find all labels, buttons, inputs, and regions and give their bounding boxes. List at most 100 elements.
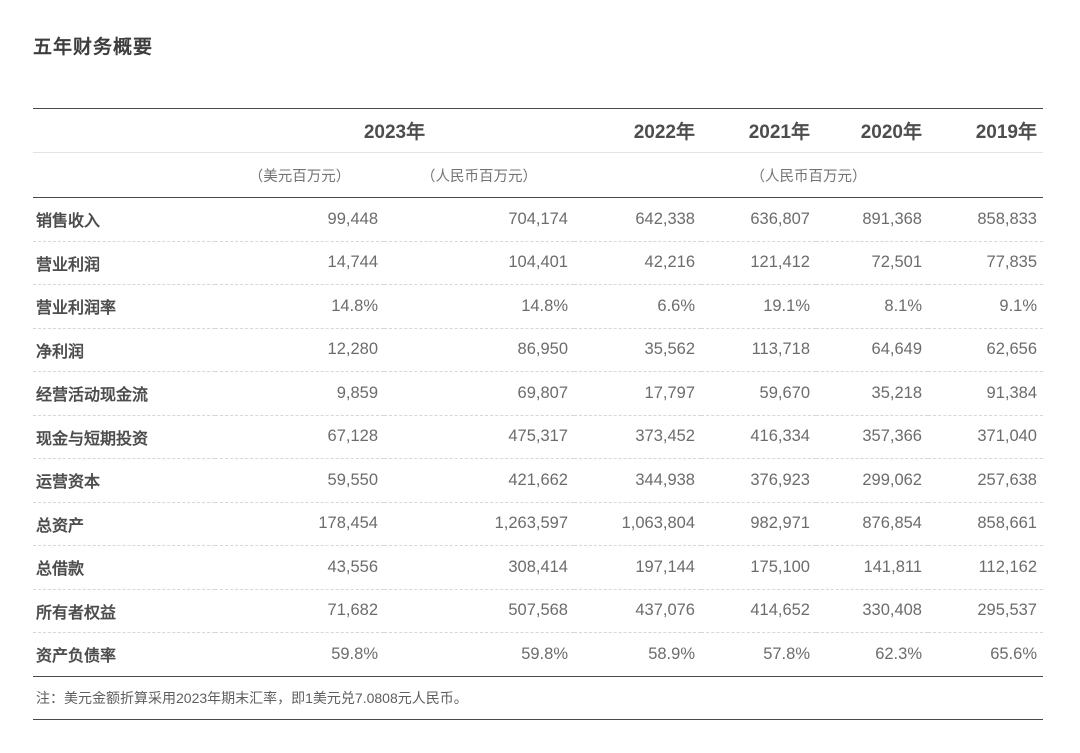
unit-usd-2023: （美元百万元） (215, 152, 384, 198)
cell-value: 121,412 (701, 240, 816, 285)
year-header-2021: 2021年 (701, 108, 816, 153)
cell-value: 891,368 (862, 209, 922, 228)
cell-value: 104,401 (384, 240, 574, 285)
cell-value: 19.1% (701, 284, 816, 328)
row-label: 所有者权益 (33, 588, 215, 633)
cell-value: 59,670 (701, 371, 816, 415)
cell-value: 86,950 (384, 327, 574, 372)
cell-value: 43,556 (215, 545, 384, 589)
row-label: 运营资本 (33, 458, 215, 502)
cell-value: 17,797 (574, 371, 701, 415)
five-year-financial-table: 2023年 2022年 2021年 2020年 2019年 （美元百万元） （人… (33, 108, 1043, 677)
table-row: 总借款 43,556 308,414 197,144 175,100 141,8… (33, 545, 1043, 589)
cell-value: 35,562 (574, 327, 701, 372)
cell-value: 636,807 (750, 209, 810, 228)
cell-value: 858,661 (928, 501, 1043, 546)
cell-value: 373,452 (574, 414, 701, 459)
year-header-row: 2023年 2022年 2021年 2020年 2019年 (33, 108, 1043, 153)
row-label: 净利润 (33, 327, 215, 372)
unit-rmb-2023: （人民币百万元） (384, 152, 574, 198)
cell-value: 175,100 (701, 545, 816, 589)
cell-value: 178,454 (215, 501, 384, 546)
corner-cell (33, 108, 215, 153)
cell-value: 62.3% (816, 632, 928, 677)
table-row: 现金与短期投资 67,128 475,317 373,452 416,334 3… (33, 414, 1043, 459)
row-label: 经营活动现金流 (33, 371, 215, 415)
cell-value: 59,550 (215, 458, 384, 502)
cell-value: 99,448 (327, 209, 378, 228)
year-header-2023: 2023年 (215, 108, 574, 153)
cell-value: 71,682 (215, 588, 384, 633)
cell-value: 113,718 (701, 327, 816, 372)
unit-rmb-prior-years: （人民币百万元） (574, 152, 1043, 198)
cell-value: 308,414 (384, 545, 574, 589)
unit-header-row: （美元百万元） （人民币百万元） （人民币百万元） (33, 152, 1043, 198)
cell-value: 357,366 (816, 414, 928, 459)
row-label: 销售收入 (36, 213, 101, 231)
cell-value: 6.6% (574, 284, 701, 328)
table-row: 净利润 12,280 86,950 35,562 113,718 64,649 … (33, 327, 1043, 372)
cell-value: 58.9% (574, 632, 701, 677)
row-label: 现金与短期投资 (33, 414, 215, 459)
cell-value: 475,317 (384, 414, 574, 459)
cell-value: 59.8% (215, 632, 384, 677)
cell-value: 112,162 (928, 545, 1043, 589)
cell-value: 876,854 (816, 501, 928, 546)
table-row: 营业利润 14,744 104,401 42,216 121,412 72,50… (33, 240, 1043, 285)
cell-value: 14,744 (215, 240, 384, 285)
cell-value: 35,218 (816, 371, 928, 415)
cell-value: 257,638 (928, 458, 1043, 502)
cell-value: 371,040 (928, 414, 1043, 459)
cell-value: 14.8% (384, 284, 574, 328)
exchange-rate-footnote: 注：美元金额折算采用2023年期末汇率，即1美元兑7.0808元人民币。 (33, 677, 1043, 720)
cell-value: 42,216 (574, 240, 701, 285)
row-label: 营业利润率 (33, 284, 215, 328)
cell-value: 858,833 (977, 209, 1037, 228)
cell-value: 59.8% (384, 632, 574, 677)
table-row: 资产负债率 59.8% 59.8% 58.9% 57.8% 62.3% 65.6… (33, 632, 1043, 677)
cell-value: 437,076 (574, 588, 701, 633)
cell-value: 14.8% (215, 284, 384, 328)
cell-value: 507,568 (384, 588, 574, 633)
table-row: 营业利润率 14.8% 14.8% 6.6% 19.1% 8.1% 9.1% (33, 284, 1043, 328)
cell-value: 72,501 (816, 240, 928, 285)
table-header: 2023年 2022年 2021年 2020年 2019年 （美元百万元） （人… (33, 108, 1043, 198)
cell-value: 67,128 (215, 414, 384, 459)
cell-value: 8.1% (816, 284, 928, 328)
table-row: 销售收入 99,448 704,174 642,338 636,807 891,… (33, 198, 1043, 242)
cell-value: 414,652 (701, 588, 816, 633)
year-header-2020: 2020年 (816, 108, 928, 153)
cell-value: 12,280 (215, 327, 384, 372)
row-label: 营业利润 (33, 240, 215, 285)
cell-value: 1,263,597 (384, 501, 574, 546)
row-label: 总借款 (33, 545, 215, 589)
financial-summary-page: 五年财务概要 2023年 2022年 2021年 2020年 2019年 （美元… (0, 38, 1080, 753)
year-header-2022: 2022年 (574, 108, 701, 153)
table-row: 经营活动现金流 9,859 69,807 17,797 59,670 35,21… (33, 371, 1043, 415)
cell-value: 9.1% (928, 284, 1043, 328)
row-label: 资产负债率 (33, 632, 215, 677)
year-header-2019: 2019年 (928, 108, 1043, 153)
table-row: 总资产 178,454 1,263,597 1,063,804 982,971 … (33, 501, 1043, 546)
cell-value: 376,923 (701, 458, 816, 502)
table-row: 所有者权益 71,682 507,568 437,076 414,652 330… (33, 588, 1043, 633)
unit-empty-cell (33, 152, 215, 198)
cell-value: 65.6% (928, 632, 1043, 677)
cell-value: 982,971 (701, 501, 816, 546)
cell-value: 69,807 (384, 371, 574, 415)
cell-value: 295,537 (928, 588, 1043, 633)
row-label: 总资产 (33, 501, 215, 546)
cell-value: 77,835 (928, 240, 1043, 285)
table-body: 销售收入 99,448 704,174 642,338 636,807 891,… (33, 198, 1043, 677)
cell-value: 344,938 (574, 458, 701, 502)
cell-value: 642,338 (635, 209, 695, 228)
cell-value: 299,062 (816, 458, 928, 502)
cell-value: 64,649 (816, 327, 928, 372)
cell-value: 91,384 (928, 371, 1043, 415)
cell-value: 141,811 (816, 545, 928, 589)
cell-value: 9,859 (215, 371, 384, 415)
cell-value: 57.8% (701, 632, 816, 677)
cell-value: 1,063,804 (574, 501, 701, 546)
cell-value: 416,334 (701, 414, 816, 459)
table-row: 运营资本 59,550 421,662 344,938 376,923 299,… (33, 458, 1043, 502)
